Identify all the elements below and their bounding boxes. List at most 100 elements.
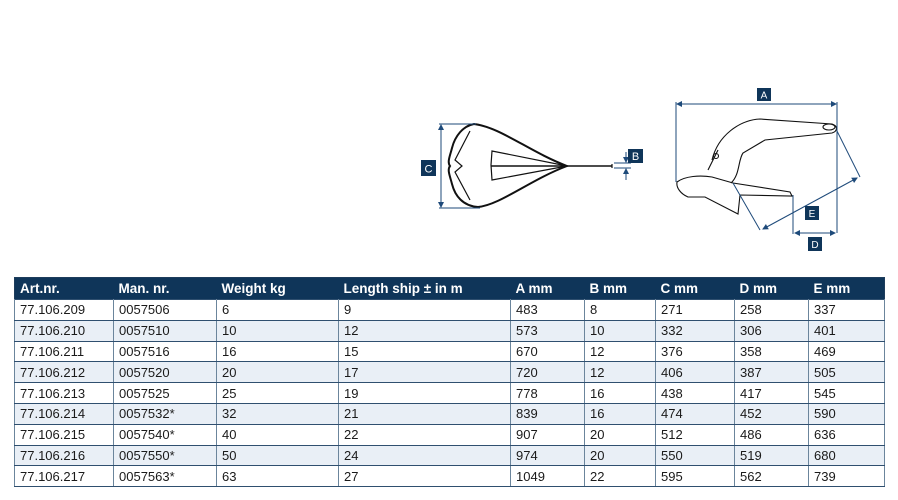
table-cell: 0057516 — [113, 340, 217, 363]
table-cell: 550 — [655, 444, 735, 467]
table-cell: 10 — [216, 319, 339, 342]
table-cell: 40 — [216, 423, 339, 446]
table-cell: 10 — [584, 319, 656, 342]
table-cell: 839 — [510, 402, 585, 425]
table-cell: 590 — [808, 402, 885, 425]
column-header: E mm — [808, 277, 885, 300]
label-b: B — [632, 151, 639, 163]
column-header: Art.nr. — [14, 277, 114, 300]
column-header: Weight kg — [216, 277, 339, 300]
table-cell: 739 — [808, 465, 885, 488]
table-cell: 0057525 — [113, 382, 217, 404]
table-cell: 306 — [734, 319, 809, 342]
column-header: A mm — [510, 277, 585, 300]
table-cell: 25 — [216, 382, 339, 404]
table-cell: 438 — [655, 382, 735, 404]
table-cell: 483 — [510, 299, 585, 321]
table-cell: 519 — [734, 444, 809, 467]
anchor-dimension-diagrams: C B A E D — [421, 88, 861, 251]
table-cell: 8 — [584, 299, 656, 321]
table-cell: 77.106.214 — [14, 402, 114, 425]
table-cell: 595 — [655, 465, 735, 488]
table-cell: 27 — [338, 465, 511, 488]
table-cell: 77.106.212 — [14, 361, 114, 384]
label-a: A — [761, 91, 768, 102]
table-cell: 19 — [338, 382, 511, 404]
table-cell: 406 — [655, 361, 735, 384]
table-cell: 12 — [338, 319, 511, 342]
table-cell: 469 — [808, 340, 885, 363]
table-cell: 6 — [216, 299, 339, 321]
table-cell: 12 — [584, 340, 656, 363]
table-cell: 387 — [734, 361, 809, 384]
table-row: 77.106.211 0057516 16 15 670 12 376 358 469 — [14, 340, 885, 363]
table-cell: 20 — [584, 444, 656, 467]
table-cell: 271 — [655, 299, 735, 321]
label-c: C — [425, 164, 433, 176]
table-cell: 9 — [338, 299, 511, 321]
table-cell: 77.106.211 — [14, 340, 114, 363]
anchor-spec-table: Art.nr. Man. nr. Weight kg Length ship ± in… — [14, 277, 885, 488]
table-cell: 974 — [510, 444, 585, 467]
anchor-top-view — [447, 122, 613, 209]
label-e: E — [809, 209, 816, 220]
table-cell: 545 — [808, 382, 885, 404]
table-cell: 0057532* — [113, 402, 217, 425]
table-cell: 636 — [808, 423, 885, 446]
table-cell: 77.106.217 — [14, 465, 114, 488]
column-header: D mm — [734, 277, 809, 300]
table-cell: 12 — [584, 361, 656, 384]
table-cell: 63 — [216, 465, 339, 488]
table-cell: 0057540* — [113, 423, 217, 446]
label-a-box — [757, 88, 771, 101]
table-row: 77.106.217 0057563* 63 27 1049 22 595 562 739 — [14, 465, 885, 488]
c-dimension — [438, 123, 631, 209]
label-b-box — [628, 149, 643, 163]
table-cell: 24 — [338, 444, 511, 467]
table-cell: 20 — [584, 423, 656, 446]
table-cell: 0057550* — [113, 444, 217, 467]
label-d-box — [808, 237, 822, 251]
table-cell: 417 — [734, 382, 809, 404]
table-cell: 77.106.210 — [14, 319, 114, 342]
column-header: B mm — [584, 277, 656, 300]
label-e-box — [805, 206, 819, 220]
table-cell: 332 — [655, 319, 735, 342]
table-cell: 452 — [734, 402, 809, 425]
table-cell: 1049 — [510, 465, 585, 488]
table-cell: 778 — [510, 382, 585, 404]
anchor-side-view — [676, 118, 838, 215]
column-header: C mm — [655, 277, 735, 300]
table-cell: 22 — [338, 423, 511, 446]
table-cell: 77.106.216 — [14, 444, 114, 467]
table-cell: 16 — [584, 382, 656, 404]
table-row: 77.106.213 0057525 25 19 778 16 438 417 545 — [14, 382, 885, 404]
table-cell: 376 — [655, 340, 735, 363]
table-cell: 16 — [584, 402, 656, 425]
table-row: 77.106.214 0057532* 32 21 839 16 474 452 590 — [14, 402, 885, 425]
table-cell: 401 — [808, 319, 885, 342]
table-cell: 0057506 — [113, 299, 217, 321]
table-cell: 16 — [216, 340, 339, 363]
table-cell: 20 — [216, 361, 339, 384]
table-cell: 505 — [808, 361, 885, 384]
table-cell: 77.106.213 — [14, 382, 114, 404]
table-row: 77.106.212 0057520 20 17 720 12 406 387 505 — [14, 361, 885, 384]
table-cell: 21 — [338, 402, 511, 425]
table-cell: 680 — [808, 444, 885, 467]
table-cell: 22 — [584, 465, 656, 488]
table-cell: 15 — [338, 340, 511, 363]
table-cell: 562 — [734, 465, 809, 488]
table-cell: 50 — [216, 444, 339, 467]
table-row: 77.106.209 0057506 6 9 483 8 271 258 337 — [14, 299, 885, 321]
table-cell: 512 — [655, 423, 735, 446]
column-header: Man. nr. — [113, 277, 217, 300]
table-cell: 907 — [510, 423, 585, 446]
table-row: 77.106.210 0057510 10 12 573 10 332 306 401 — [14, 319, 885, 342]
label-d: D — [811, 240, 818, 251]
table-cell: 77.106.209 — [14, 299, 114, 321]
table-cell: 358 — [734, 340, 809, 363]
table-cell: 0057520 — [113, 361, 217, 384]
column-header: Length ship ± in m — [338, 277, 511, 300]
table-cell: 32 — [216, 402, 339, 425]
